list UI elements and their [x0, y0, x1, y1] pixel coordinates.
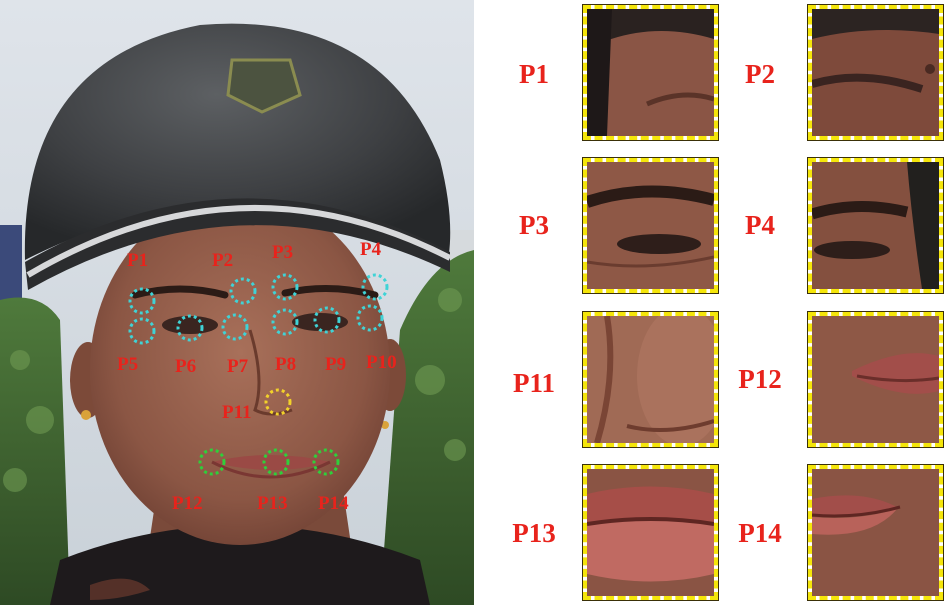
- patch-p1: [582, 4, 719, 141]
- patch-label-p11: P11: [512, 368, 555, 398]
- face-label-p3: P3: [272, 242, 294, 263]
- dark-clothing: [50, 525, 430, 605]
- face-label-p12: P12: [172, 493, 203, 514]
- marker-p12: [198, 448, 226, 476]
- helmet-brim: [26, 204, 452, 278]
- helmet-badge: [226, 58, 302, 114]
- face-label-p14: P14: [318, 493, 349, 514]
- marker-p6: [176, 314, 204, 342]
- patch-label-p1: P1: [519, 59, 549, 89]
- marker-p2: [229, 277, 257, 305]
- eye-landmark-markers: [128, 273, 389, 345]
- marker-p4: [361, 273, 389, 301]
- marker-p11: [264, 388, 292, 416]
- patch-label-p2: P2: [745, 59, 775, 89]
- face-label-p6: P6: [175, 356, 197, 377]
- face-label-p8: P8: [275, 354, 297, 375]
- patch-label-p12: P12: [738, 364, 782, 394]
- helmet: [24, 23, 451, 260]
- earring: [81, 410, 91, 420]
- marker-p7: [221, 313, 249, 341]
- face-label-p2: P2: [212, 250, 234, 271]
- foliage-left: [0, 297, 70, 605]
- patch-label-p14: P14: [738, 518, 782, 548]
- patch-p11: [582, 311, 719, 448]
- lips: [212, 455, 330, 470]
- patch-label-p4: P4: [745, 210, 775, 240]
- patch-p4: [807, 157, 944, 294]
- face-label-p7: P7: [227, 356, 249, 377]
- marker-p14: [312, 448, 340, 476]
- marker-p5: [128, 317, 156, 345]
- mouth-landmark-markers: [198, 448, 340, 476]
- patch-label-p3: P3: [519, 210, 549, 240]
- marker-p3: [271, 273, 299, 301]
- marker-p8: [271, 308, 299, 336]
- face-label-p10: P10: [366, 352, 397, 373]
- face-label-p13: P13: [257, 493, 288, 514]
- marker-p1: [128, 287, 156, 315]
- background-building: [0, 225, 22, 305]
- face-label-p5: P5: [117, 354, 139, 375]
- face-label-p4: P4: [360, 239, 382, 260]
- patch-p12: [807, 311, 944, 448]
- patch-p14: [807, 464, 944, 601]
- patch-p13: [582, 464, 719, 601]
- face-label-p1: P1: [127, 250, 149, 271]
- foliage-right: [380, 250, 474, 605]
- patch-p2: [807, 4, 944, 141]
- face-label-p9: P9: [325, 354, 347, 375]
- marker-p9: [313, 306, 341, 334]
- face-photo: [0, 0, 474, 605]
- patch-p3: [582, 157, 719, 294]
- patch-label-p13: P13: [512, 518, 556, 548]
- face-label-p11: P11: [222, 402, 252, 423]
- marker-p13: [262, 448, 290, 476]
- marker-p10: [356, 304, 384, 332]
